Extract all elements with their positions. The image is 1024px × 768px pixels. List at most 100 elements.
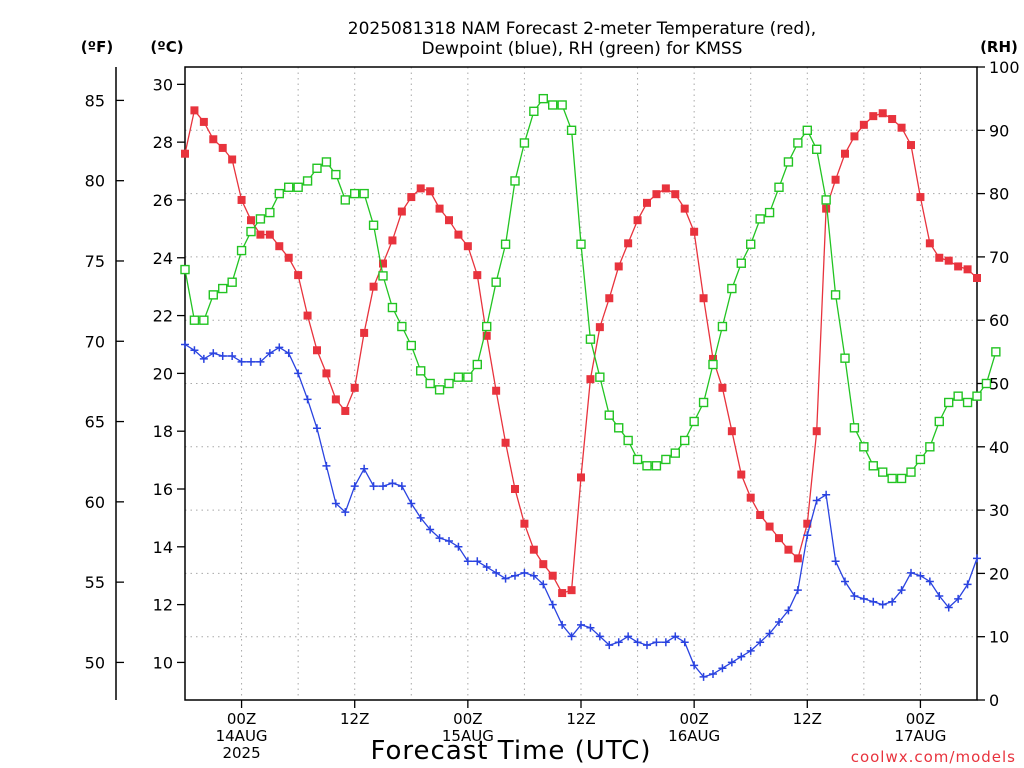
rh-point <box>491 277 501 287</box>
rh-tick-label: 80 <box>989 185 1009 204</box>
dewpoint-point <box>558 620 567 629</box>
temperature-point <box>360 328 369 337</box>
x-tick-label: 00Z <box>679 710 708 728</box>
dewpoint-point <box>784 606 793 615</box>
rh-point <box>915 454 926 465</box>
temperature-point <box>331 395 340 404</box>
temperature-point <box>963 265 972 274</box>
dewpoint-point <box>529 571 538 580</box>
dewpoint-point <box>209 349 218 358</box>
temperature-point <box>388 236 397 245</box>
dewpoint-point <box>605 641 614 650</box>
rh-point <box>529 106 539 117</box>
rh-point <box>991 347 1001 357</box>
rh-point <box>642 461 652 471</box>
dewpoint-point <box>303 395 312 404</box>
temperature-point <box>643 198 651 207</box>
temperature-point <box>869 112 878 121</box>
dewpoint-point <box>369 482 378 491</box>
dewpoint-point <box>577 620 585 629</box>
temperature-point <box>511 485 519 493</box>
temperature-series <box>181 106 981 598</box>
temperature-point <box>652 190 661 199</box>
temperature-point <box>548 571 557 580</box>
temperature-point <box>878 109 887 118</box>
dewpoint-point <box>963 580 972 589</box>
temperature-point <box>756 511 765 520</box>
rh-point <box>736 258 746 268</box>
rh-point <box>708 359 718 370</box>
temperature-point <box>793 554 802 563</box>
fahrenheit-tick-label: 65 <box>85 413 105 432</box>
rh-point <box>246 226 256 237</box>
temperature-point <box>765 522 774 531</box>
rh-point <box>208 290 218 300</box>
rh-point <box>331 169 341 180</box>
rh-point <box>397 321 407 332</box>
temperature-point <box>822 204 831 213</box>
temperature-point <box>718 383 727 392</box>
temperature-point <box>407 193 416 202</box>
dewpoint-point <box>218 352 227 361</box>
rh-point <box>934 416 944 427</box>
x-tick-label: 15AUG <box>442 727 494 745</box>
fahrenheit-tick-label: 70 <box>85 332 105 351</box>
x-tick-label: 12Z <box>340 710 369 728</box>
data-series <box>180 93 1001 681</box>
temperature-point <box>624 239 633 248</box>
x-tick-label: 14AUG <box>216 727 268 745</box>
dewpoint-point <box>756 638 765 647</box>
temperature-point <box>181 149 189 158</box>
rh-point <box>595 372 605 382</box>
rh-point <box>944 397 954 408</box>
rh-point <box>189 315 200 325</box>
dewpoint-point <box>256 357 265 366</box>
rh-point <box>783 157 794 167</box>
temperature-point <box>850 132 859 141</box>
dewpoint-point <box>699 672 708 681</box>
temperature-point <box>190 106 199 115</box>
rh-point <box>510 176 520 186</box>
dewpoint-point <box>539 580 548 589</box>
temperature-point <box>586 375 595 384</box>
temperature-point <box>973 274 981 282</box>
dewpoint-point <box>247 357 255 366</box>
x-tick-label: 12Z <box>793 710 822 728</box>
dewpoint-point <box>350 482 359 491</box>
rh-point <box>227 277 237 287</box>
rh-point <box>849 423 860 433</box>
temperature-point <box>859 120 868 129</box>
rh-point <box>444 378 454 389</box>
dewpoint-point <box>416 513 425 522</box>
temperature-point <box>350 383 359 392</box>
dewpoint-point <box>897 586 906 595</box>
celsius-tick-label: 14 <box>153 538 173 557</box>
dewpoint-point <box>859 594 868 603</box>
temperature-point <box>416 184 425 193</box>
dewpoint-point <box>709 669 717 678</box>
tick-labels: 10 12 14 16 18 20 22 24 26 28 30 50 55 60 65 70 75 80 85 0 1… <box>85 58 1020 762</box>
dewpoint-point <box>727 658 736 667</box>
temperature-point <box>925 239 934 248</box>
rh-point <box>255 214 266 224</box>
temperature-point <box>907 141 915 150</box>
dewpoint-point <box>520 568 529 577</box>
rh-point <box>840 353 850 363</box>
rh-point <box>265 207 275 218</box>
rh-point <box>368 220 379 230</box>
celsius-tick-label: 20 <box>153 364 173 383</box>
temperature-point <box>247 216 255 225</box>
dewpoint-point <box>313 424 321 433</box>
temperature-point <box>737 470 746 479</box>
temperature-point <box>954 262 963 271</box>
temperature-point <box>463 242 472 251</box>
dewpoint-point <box>228 352 237 361</box>
temperature-point <box>520 519 529 528</box>
temperature-point <box>841 149 849 158</box>
rh-point <box>453 372 464 382</box>
temperature-point <box>812 427 821 436</box>
dewpoint-point <box>331 499 340 508</box>
dewpoint-point <box>831 557 840 566</box>
rh-point <box>670 448 680 458</box>
